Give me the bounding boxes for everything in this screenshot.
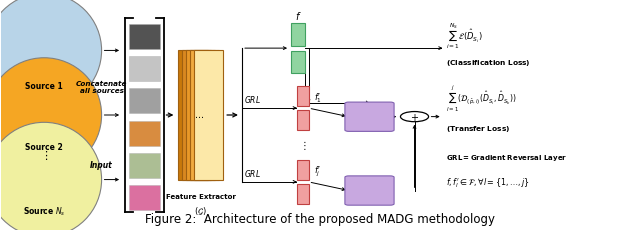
Ellipse shape xyxy=(0,58,102,173)
Text: Input: Input xyxy=(90,160,113,169)
Text: $MDD_j$: $MDD_j$ xyxy=(358,184,380,197)
FancyBboxPatch shape xyxy=(129,57,160,82)
FancyBboxPatch shape xyxy=(297,160,308,180)
FancyBboxPatch shape xyxy=(129,25,160,50)
Ellipse shape xyxy=(0,0,102,108)
Text: $MDD_1$: $MDD_1$ xyxy=(358,111,381,123)
FancyBboxPatch shape xyxy=(297,184,308,204)
Text: $+$: $+$ xyxy=(410,112,419,123)
FancyBboxPatch shape xyxy=(129,185,160,210)
FancyBboxPatch shape xyxy=(186,51,215,180)
Text: $GRL$: $GRL$ xyxy=(244,94,261,105)
Text: Source 2: Source 2 xyxy=(25,142,63,151)
FancyBboxPatch shape xyxy=(297,111,308,131)
Text: $\vdots$: $\vdots$ xyxy=(40,148,48,161)
Text: $f$: $f$ xyxy=(295,10,301,21)
Text: $f_j'$: $f_j'$ xyxy=(314,164,321,178)
FancyBboxPatch shape xyxy=(129,121,160,146)
Text: $\vdots$: $\vdots$ xyxy=(299,139,307,152)
FancyBboxPatch shape xyxy=(345,103,394,132)
Text: ($\mathcal{G}$): ($\mathcal{G}$) xyxy=(195,204,207,216)
Text: Figure 2:  Architecture of the proposed MADG methodology: Figure 2: Architecture of the proposed M… xyxy=(145,212,495,225)
Text: $\mathbf{GRL = Gradient\ Reversal\ Layer}$: $\mathbf{GRL = Gradient\ Reversal\ Layer… xyxy=(446,152,567,162)
FancyBboxPatch shape xyxy=(178,51,207,180)
FancyBboxPatch shape xyxy=(182,51,211,180)
Text: $GRL$: $GRL$ xyxy=(244,167,261,178)
Text: $f,f_l' \in \mathcal{F},\forall l = \{1,\ldots,j\}$: $f,f_l' \in \mathcal{F},\forall l = \{1,… xyxy=(446,175,530,189)
FancyBboxPatch shape xyxy=(129,153,160,178)
FancyBboxPatch shape xyxy=(345,176,394,205)
FancyBboxPatch shape xyxy=(297,87,308,106)
Text: $\sum_{l=1}^{j}(\mathcal{D}_{(\hat{p},l)}(\hat{D}_{S_i},\hat{D}_{S_k}))$: $\sum_{l=1}^{j}(\mathcal{D}_{(\hat{p},l)… xyxy=(446,83,516,113)
Text: $\sum_{i=1}^{N_S}\mathcal{E}(\hat{D}_{S_i})$: $\sum_{i=1}^{N_S}\mathcal{E}(\hat{D}_{S_… xyxy=(446,21,483,51)
Text: Concatenate
all sources: Concatenate all sources xyxy=(76,80,127,93)
Text: $f_1'$: $f_1'$ xyxy=(314,91,322,104)
Text: Source $N_s$: Source $N_s$ xyxy=(23,205,65,217)
Text: $\cdots$: $\cdots$ xyxy=(195,111,204,120)
Text: Source 1: Source 1 xyxy=(25,81,63,90)
FancyBboxPatch shape xyxy=(129,89,160,114)
Text: $\mathbf{(Classification\ Loss)}$: $\mathbf{(Classification\ Loss)}$ xyxy=(446,58,531,68)
FancyBboxPatch shape xyxy=(291,52,305,74)
FancyBboxPatch shape xyxy=(291,24,305,46)
Text: Feature Extractor: Feature Extractor xyxy=(166,193,236,199)
Circle shape xyxy=(401,112,429,122)
FancyBboxPatch shape xyxy=(193,51,223,180)
Text: $\mathbf{(Transfer\ Loss)}$: $\mathbf{(Transfer\ Loss)}$ xyxy=(446,123,510,133)
FancyBboxPatch shape xyxy=(189,51,219,180)
Ellipse shape xyxy=(0,123,102,231)
